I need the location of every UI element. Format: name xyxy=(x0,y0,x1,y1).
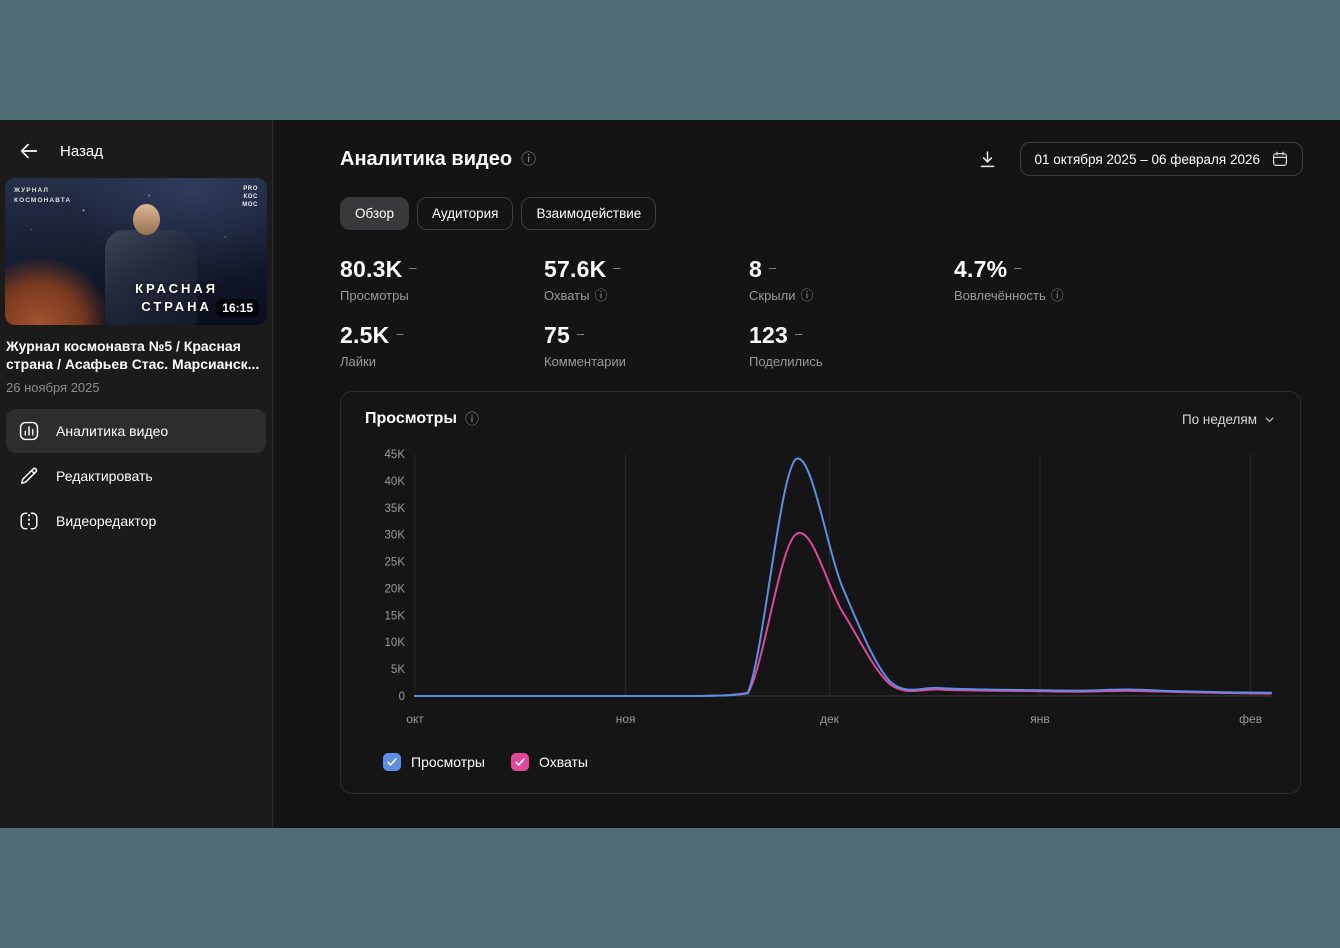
sidebar-item-edit[interactable]: Редактировать xyxy=(6,454,266,498)
stat-views: 80.3K – Просмотры xyxy=(340,256,417,303)
svg-text:фев: фев xyxy=(1239,712,1262,726)
svg-text:5K: 5K xyxy=(391,664,405,676)
sidebar-item-video-editor[interactable]: Видеоредактор xyxy=(6,499,266,543)
info-icon[interactable]: ⓘ xyxy=(465,411,480,427)
svg-text:ноя: ноя xyxy=(616,712,636,726)
sidebar-menu: Аналитика видео Редактировать Видеоредак… xyxy=(6,409,266,543)
tab-audience[interactable]: Аудитория xyxy=(417,197,514,230)
thumbnail-art xyxy=(5,178,267,325)
views-chart-card: Просмотры ⓘ По неделям окт ноя дек янв фев 0 5… xyxy=(340,391,1301,794)
analytics-window: Назад ЖУРНАЛ КОСМОНАВТА PRO КОС МОС КРАС… xyxy=(0,120,1340,828)
trend-indicator: – xyxy=(794,326,803,341)
sidebar: Назад ЖУРНАЛ КОСМОНАВТА PRO КОС МОС КРАС… xyxy=(0,120,273,828)
download-icon xyxy=(977,149,998,170)
checkbox-views-icon xyxy=(383,753,401,771)
info-icon[interactable]: ⓘ xyxy=(800,288,814,303)
svg-text:35K: 35K xyxy=(385,503,406,515)
trend-indicator: – xyxy=(613,260,621,275)
trend-indicator: – xyxy=(409,260,417,275)
download-report-button[interactable] xyxy=(973,145,1002,174)
granularity-label: По неделям xyxy=(1181,411,1257,427)
video-editor-icon xyxy=(18,510,40,532)
chart-title: Просмотры ⓘ xyxy=(365,410,480,427)
stats-grid: 80.3K – Просмотры 57.6K – Охваты ⓘ 8– Скрыл… xyxy=(340,256,1303,369)
svg-text:окт: окт xyxy=(406,712,424,726)
stat-reach: 57.6K – Охваты ⓘ xyxy=(544,256,621,303)
menu-label: Аналитика видео xyxy=(56,423,169,440)
sidebar-item-analytics[interactable]: Аналитика видео xyxy=(6,409,266,454)
analytics-icon xyxy=(18,420,40,442)
duration-badge: 16:15 xyxy=(216,299,259,317)
info-icon[interactable]: ⓘ xyxy=(594,288,608,303)
legend-label: Охваты xyxy=(539,754,588,770)
info-icon[interactable]: ⓘ xyxy=(1050,288,1064,303)
tab-engagement[interactable]: Взаимодействие xyxy=(521,197,657,230)
svg-text:дек: дек xyxy=(820,712,840,726)
channel-logo: PRO КОС МОС xyxy=(242,186,258,209)
trend-indicator: – xyxy=(396,326,404,341)
svg-text:10K: 10K xyxy=(385,637,406,649)
page-title: Аналитика видео ⓘ xyxy=(340,147,537,170)
svg-text:45K: 45K xyxy=(385,449,406,461)
legend-toggle-reach[interactable]: Охваты xyxy=(511,753,588,771)
svg-text:янв: янв xyxy=(1030,712,1050,726)
stat-hides: 8– Скрыли ⓘ xyxy=(749,256,814,303)
edit-pencil-icon xyxy=(18,465,40,487)
chevron-down-icon xyxy=(1263,413,1276,426)
trend-indicator: – xyxy=(1014,260,1022,275)
calendar-icon xyxy=(1271,150,1289,168)
menu-label: Видеоредактор xyxy=(56,513,157,530)
tab-overview[interactable]: Обзор xyxy=(340,197,409,230)
cosmonaut-silhouette xyxy=(105,230,197,325)
views-line-chart: окт ноя дек янв фев 0 5K 10K 15K 20K 25K 30K 35K 40K 4… xyxy=(385,449,1272,726)
trend-indicator: – xyxy=(769,260,777,275)
svg-text:0: 0 xyxy=(399,691,405,703)
date-range-label: 01 октября 2025 – 06 февраля 2026 xyxy=(1034,151,1260,167)
legend-toggle-views[interactable]: Просмотры xyxy=(383,753,485,771)
thumbnail-title: КРАСНАЯ СТРАНА xyxy=(135,280,219,314)
svg-text:30K: 30K xyxy=(385,530,406,542)
svg-text:25K: 25K xyxy=(385,557,406,569)
chart-legend: Просмотры Охваты xyxy=(365,753,1276,771)
back-arrow-icon xyxy=(18,140,40,162)
stat-comments: 75– Комментарии xyxy=(544,322,626,369)
granularity-dropdown[interactable]: По неделям xyxy=(1182,412,1276,427)
checkbox-reach-icon xyxy=(511,753,529,771)
video-publish-date: 26 ноября 2025 xyxy=(6,380,100,396)
svg-text:20K: 20K xyxy=(385,583,406,595)
stat-likes: 2.5K – Лайки xyxy=(340,322,404,369)
stat-shares: 123– Поделились xyxy=(749,322,823,369)
info-icon[interactable]: ⓘ xyxy=(521,150,537,168)
stat-engagement: 4.7% – Вовлечённость ⓘ xyxy=(954,256,1064,303)
svg-text:15K: 15K xyxy=(385,610,406,622)
date-range-picker[interactable]: 01 октября 2025 – 06 февраля 2026 xyxy=(1020,142,1303,176)
tab-bar: Обзор Аудитория Взаимодействие xyxy=(340,197,1303,230)
trend-indicator: – xyxy=(576,326,585,341)
svg-text:40K: 40K xyxy=(385,476,406,488)
legend-label: Просмотры xyxy=(411,754,485,770)
video-thumbnail: ЖУРНАЛ КОСМОНАВТА PRO КОС МОС КРАСНАЯ СТ… xyxy=(5,178,267,325)
video-title: Журнал космонавта №5 / Красная страна / … xyxy=(6,338,260,373)
page-header: Аналитика видео ⓘ 01 октября 2025 – 06 ф… xyxy=(340,142,1303,176)
main-content: Аналитика видео ⓘ 01 октября 2025 – 06 ф… xyxy=(273,120,1340,828)
thumbnail-watermark: ЖУРНАЛ КОСМОНАВТА xyxy=(14,187,72,205)
back-label: Назад xyxy=(60,142,103,160)
back-button[interactable]: Назад xyxy=(0,120,272,176)
menu-label: Редактировать xyxy=(56,468,153,485)
